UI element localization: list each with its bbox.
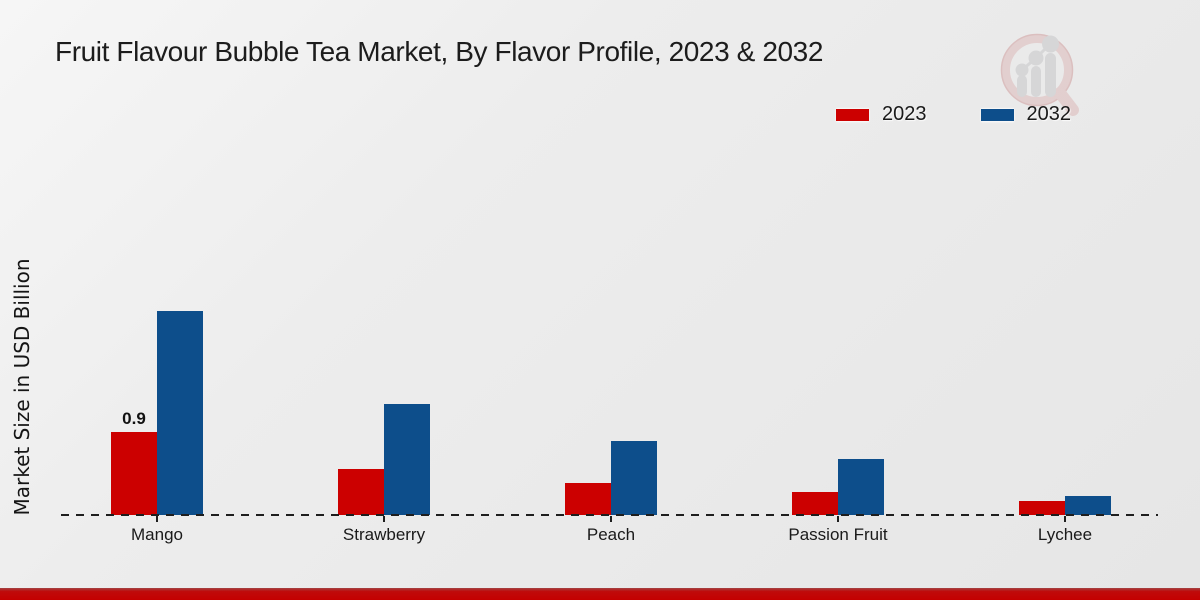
magnifier-growth-chart-logo-icon <box>1000 33 1079 116</box>
bar-2032-lychee <box>1065 496 1111 515</box>
x-axis-tick <box>156 516 158 522</box>
legend-swatch <box>980 108 1014 121</box>
bar-2032-strawberry <box>384 404 430 515</box>
legend-label: 2032 <box>1026 103 1072 125</box>
bar-value-label-mango-2023: 0.9 <box>122 409 146 428</box>
legend-item-2023: 2023 <box>836 103 927 126</box>
category-label-peach: Peach <box>586 525 636 544</box>
x-axis-baseline <box>61 514 1158 516</box>
chart-title: Fruit Flavour Bubble Tea Market, By Flav… <box>55 36 824 67</box>
legend-item-2032: 2032 <box>980 103 1072 126</box>
bar-2032-passion-fruit <box>838 459 884 515</box>
bar-2023-mango <box>111 432 157 515</box>
bar-2023-lychee <box>1019 501 1065 515</box>
x-axis-tick <box>837 516 839 522</box>
footer-red-bar <box>0 588 1200 600</box>
x-axis-tick <box>383 516 385 522</box>
bar-2023-passion-fruit <box>792 492 838 515</box>
legend: 2023 2032 <box>836 103 1071 126</box>
legend-swatch <box>836 108 869 121</box>
bar-2032-mango <box>157 311 203 515</box>
category-label-lychee: Lychee <box>1037 525 1093 544</box>
x-axis-tick <box>1064 516 1066 522</box>
category-label-mango: Mango <box>131 525 183 544</box>
bar-2023-strawberry <box>338 469 384 515</box>
category-label-strawberry: Strawberry <box>342 525 426 544</box>
category-label-passion-fruit: Passion Fruit <box>788 525 888 544</box>
bar-2023-peach <box>565 483 611 515</box>
bar-2032-peach <box>611 441 657 515</box>
legend-label: 2023 <box>882 103 927 125</box>
x-axis-tick <box>610 516 612 522</box>
